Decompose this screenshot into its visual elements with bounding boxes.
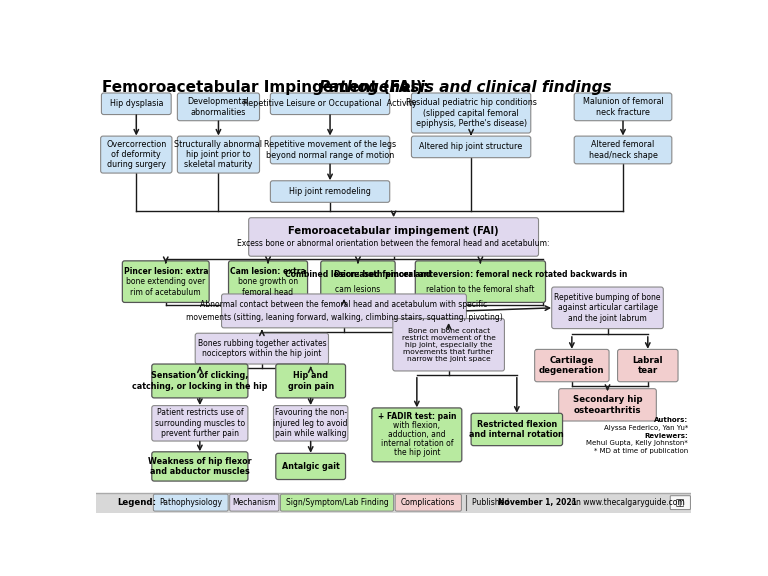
FancyBboxPatch shape (574, 93, 672, 121)
Text: Weakness of hip flexor
and abductor muscles: Weakness of hip flexor and abductor musc… (148, 457, 252, 476)
FancyBboxPatch shape (551, 287, 664, 329)
FancyBboxPatch shape (471, 414, 562, 446)
FancyBboxPatch shape (221, 294, 466, 328)
FancyBboxPatch shape (122, 261, 209, 302)
Text: ⒸⓄ: ⒸⓄ (676, 498, 685, 507)
Text: Hip joint remodeling: Hip joint remodeling (289, 187, 371, 196)
FancyBboxPatch shape (270, 136, 389, 164)
FancyBboxPatch shape (372, 408, 462, 462)
FancyBboxPatch shape (280, 494, 393, 511)
Text: Secondary hip
osteoarthritis: Secondary hip osteoarthritis (573, 395, 642, 415)
Text: Authors:: Authors: (654, 417, 688, 423)
Text: on www.thecalgaryguide.com: on www.thecalgaryguide.com (569, 498, 685, 507)
Text: Cam lesion: extra: Cam lesion: extra (230, 267, 306, 275)
Text: Pathogenesis and clinical findings: Pathogenesis and clinical findings (319, 80, 612, 95)
Text: + FADIR test: pain: + FADIR test: pain (378, 412, 456, 422)
Text: Residual pediatric hip conditions
(slipped capital femoral
epiphysis, Perthe's d: Residual pediatric hip conditions (slipp… (406, 98, 537, 128)
FancyBboxPatch shape (276, 364, 346, 398)
Text: Antalgic gait: Antalgic gait (282, 462, 339, 471)
Text: Repetitive movement of the legs
beyond normal range of motion: Repetitive movement of the legs beyond n… (264, 141, 396, 160)
Text: Femoroacetabular Impingement (FAI):: Femoroacetabular Impingement (FAI): (102, 80, 435, 95)
FancyBboxPatch shape (415, 261, 545, 302)
Text: Hip dysplasia: Hip dysplasia (110, 99, 163, 108)
Text: bone growth on: bone growth on (238, 277, 298, 286)
Text: Labral
tear: Labral tear (633, 356, 663, 376)
Text: Repetitive Leisure or Occupational  Activity: Repetitive Leisure or Occupational Activ… (243, 99, 417, 108)
Text: Pathophysiology: Pathophysiology (159, 498, 222, 507)
Text: bone extending over: bone extending over (126, 277, 205, 286)
Text: Complications: Complications (401, 498, 455, 507)
Text: Alyssa Federico, Yan Yu*: Alyssa Federico, Yan Yu* (604, 425, 688, 431)
Text: cam lesions: cam lesions (336, 285, 381, 294)
Text: Mechanism: Mechanism (233, 498, 276, 507)
Text: Structurally abnormal
hip joint prior to
skeletal maturity: Structurally abnormal hip joint prior to… (174, 140, 263, 169)
Text: Restricted flexion
and internal rotation: Restricted flexion and internal rotation (469, 420, 564, 439)
Text: Altered femoral
head/neck shape: Altered femoral head/neck shape (588, 141, 657, 160)
FancyBboxPatch shape (154, 494, 228, 511)
FancyBboxPatch shape (670, 496, 690, 510)
Text: Cartilage
degeneration: Cartilage degeneration (539, 356, 604, 376)
Text: rim of acetabulum: rim of acetabulum (131, 287, 201, 297)
Text: Sign/Symptom/Lab Finding: Sign/Symptom/Lab Finding (286, 498, 389, 507)
Text: Favouring the non-
injured leg to avoid
pain while walking: Favouring the non- injured leg to avoid … (273, 408, 348, 438)
FancyBboxPatch shape (152, 406, 248, 441)
Text: Altered hip joint structure: Altered hip joint structure (419, 142, 523, 151)
FancyBboxPatch shape (392, 319, 505, 371)
Text: Malunion of femoral
neck fracture: Malunion of femoral neck fracture (583, 97, 664, 116)
Text: Developmental
abnormalities: Developmental abnormalities (187, 97, 250, 116)
Text: Combined lesion: both pincer and: Combined lesion: both pincer and (285, 270, 431, 279)
FancyBboxPatch shape (152, 452, 248, 481)
Text: Repetitive bumping of bone
against articular cartilage
and the joint labrum: Repetitive bumping of bone against artic… (554, 293, 660, 323)
Text: Decreased femoral anteversion: femoral neck rotated backwards in: Decreased femoral anteversion: femoral n… (334, 270, 627, 279)
Text: Overcorrection
of deformity
during surgery: Overcorrection of deformity during surge… (106, 140, 167, 169)
FancyBboxPatch shape (276, 453, 346, 480)
FancyBboxPatch shape (270, 93, 389, 115)
FancyBboxPatch shape (558, 389, 657, 421)
FancyBboxPatch shape (574, 136, 672, 164)
Text: Bone on bone contact
restrict movement of the
hip joint, especially the
movement: Bone on bone contact restrict movement o… (402, 328, 495, 362)
FancyBboxPatch shape (101, 93, 171, 115)
Text: femoral head: femoral head (243, 287, 293, 297)
FancyBboxPatch shape (321, 261, 396, 302)
FancyBboxPatch shape (195, 334, 329, 364)
FancyBboxPatch shape (152, 364, 248, 398)
Text: Legend:: Legend: (118, 498, 157, 507)
Text: Published: Published (472, 498, 511, 507)
FancyBboxPatch shape (229, 261, 307, 302)
Text: Abnormal contact between the femoral head and acetabulum with specific: Abnormal contact between the femoral hea… (200, 300, 488, 309)
Text: Hip and
groin pain: Hip and groin pain (287, 372, 334, 391)
FancyBboxPatch shape (101, 136, 172, 173)
Text: movements (sitting, leaning forward, walking, climbing stairs, squatting, pivoti: movements (sitting, leaning forward, wal… (186, 313, 502, 321)
FancyBboxPatch shape (230, 494, 279, 511)
FancyBboxPatch shape (249, 218, 538, 256)
Text: the hip joint: the hip joint (393, 448, 440, 457)
Text: Femoroacetabular impingement (FAI): Femoroacetabular impingement (FAI) (288, 226, 499, 236)
Text: with flexion,: with flexion, (393, 422, 440, 430)
Text: Sensation of clicking,
catching, or locking in the hip: Sensation of clicking, catching, or lock… (132, 372, 267, 391)
Text: Pincer lesion: extra: Pincer lesion: extra (124, 267, 208, 275)
FancyBboxPatch shape (535, 350, 609, 382)
Bar (96, 492, 691, 513)
FancyBboxPatch shape (412, 136, 531, 158)
FancyBboxPatch shape (273, 406, 348, 441)
Text: internal rotation of: internal rotation of (381, 439, 453, 448)
FancyBboxPatch shape (396, 494, 462, 511)
Text: Patient restricts use of
surrounding muscles to
prevent further pain: Patient restricts use of surrounding mus… (155, 408, 245, 438)
Text: relation to the femoral shaft: relation to the femoral shaft (426, 285, 535, 294)
Text: Mehul Gupta, Kelly Johnston*: Mehul Gupta, Kelly Johnston* (586, 440, 688, 446)
Text: Reviewers:: Reviewers: (644, 433, 688, 439)
FancyBboxPatch shape (412, 93, 531, 133)
FancyBboxPatch shape (177, 93, 260, 121)
FancyBboxPatch shape (617, 350, 678, 382)
Text: November 1, 2021: November 1, 2021 (498, 498, 577, 507)
Text: * MD at time of publication: * MD at time of publication (594, 448, 688, 454)
Text: adduction, and: adduction, and (388, 430, 445, 439)
Text: Bones rubbing together activates
nociceptors within the hip joint: Bones rubbing together activates nocicep… (197, 339, 326, 358)
Text: Excess bone or abnormal orientation between the femoral head and acetabulum:: Excess bone or abnormal orientation betw… (237, 238, 550, 248)
FancyBboxPatch shape (177, 136, 260, 173)
FancyBboxPatch shape (270, 181, 389, 202)
